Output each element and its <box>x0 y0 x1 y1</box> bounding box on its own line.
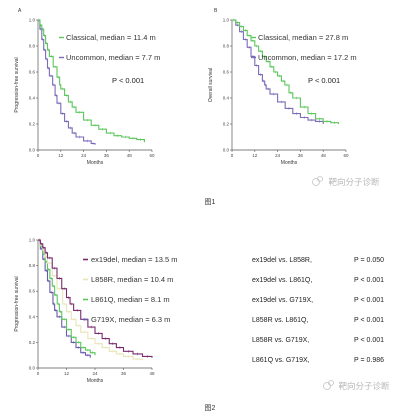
y-tick-label: 0.8 <box>223 44 230 49</box>
y-tick-label: 1.0 <box>223 18 230 23</box>
comparison-pair: ex19del vs. G719X, <box>252 297 313 304</box>
x-tick-label: 24 <box>92 371 98 376</box>
comparison-p-value: P = 0.986 <box>354 357 384 364</box>
x-tick-label: 36 <box>298 153 304 158</box>
p-value-label: P < 0.001 <box>112 76 144 85</box>
x-tick-label: 12 <box>58 153 64 158</box>
x-tick-label: 60 <box>343 153 349 158</box>
pairwise-comparison-list: ex19del vs. L858R, P = 0.050 ex19del vs. L… <box>252 257 384 364</box>
chart-panel-b: B 0 12 24 36 48 60 0.0 0.2 0.4 0.6 0.8 1.0 Months Over… <box>208 8 357 166</box>
figure1-caption: 图1 <box>205 198 216 206</box>
x-tick-label: 36 <box>121 371 127 376</box>
x-tick-label: 24 <box>81 153 87 158</box>
x-tick-label: 12 <box>64 371 70 376</box>
y-tick-label: 1.0 <box>29 18 36 23</box>
watermark-logo-icon <box>312 176 323 186</box>
x-tick-label: 36 <box>104 153 110 158</box>
survival-curve <box>38 239 153 358</box>
legend-entry: Classical, median = 27.8 m <box>258 33 348 42</box>
comparison-p-value: P = 0.050 <box>354 257 384 264</box>
x-tick-label: 0 <box>231 153 234 158</box>
panel-letter: A <box>18 8 22 14</box>
survival-curve <box>232 19 324 124</box>
y-tick-label: 1.0 <box>29 238 36 243</box>
panel-letter: B <box>214 8 218 14</box>
x-tick-label: 60 <box>149 153 155 158</box>
y-axis-title: Progression-free survival <box>14 57 20 112</box>
p-value-label: P < 0.001 <box>308 76 340 85</box>
y-tick-label: 0.8 <box>29 263 36 268</box>
y-tick-label: 0.0 <box>29 366 36 371</box>
x-axis-title: Months <box>281 160 298 166</box>
x-axis-title: Months <box>87 378 104 384</box>
survival-curve <box>38 239 91 358</box>
comparison-pair: L861Q vs. G719X, <box>252 357 310 364</box>
figure2-watermark: 靶向分子诊断 <box>338 381 390 391</box>
comparison-p-value: P < 0.001 <box>354 317 384 324</box>
y-tick-label: 0.0 <box>223 148 230 153</box>
comparison-pair: L858R vs. G719X, <box>252 337 309 344</box>
chart-panel-a: A 0 12 24 36 48 60 0.0 0.2 0.4 0.6 0.8 1.0 Months Prog… <box>14 8 160 166</box>
survival-curve <box>232 19 339 124</box>
x-tick-label: 0 <box>37 371 40 376</box>
legend-entry: Uncommon, median = 17.2 m <box>258 53 357 62</box>
legend-entry: ex19del, median = 13.5 m <box>91 255 178 264</box>
y-tick-label: 0.2 <box>29 340 36 345</box>
y-tick-label: 0.8 <box>29 44 36 49</box>
x-tick-label: 0 <box>37 153 40 158</box>
legend-entry: G719X, median = 6.3 m <box>91 315 170 324</box>
legend-entry: L861Q, median = 8.1 m <box>91 295 170 304</box>
legend-entry: Uncommon, median = 7.7 m <box>66 53 160 62</box>
comparison-pair: ex19del vs. L858R, <box>252 257 312 264</box>
y-tick-label: 0.2 <box>223 122 230 127</box>
legend-entry: L858R, median = 10.4 m <box>91 275 173 284</box>
y-tick-label: 0.6 <box>29 289 36 294</box>
y-axis-title: Progression-free survival <box>14 276 20 331</box>
comparison-pair: ex19del vs. L861Q, <box>252 277 312 284</box>
survival-curve <box>38 239 96 356</box>
survival-curve <box>38 19 96 145</box>
survival-curve <box>38 19 145 143</box>
y-tick-label: 0.6 <box>29 70 36 75</box>
x-axis-title: Months <box>87 160 104 166</box>
y-tick-label: 0.4 <box>29 314 36 319</box>
y-tick-label: 0.6 <box>223 70 230 75</box>
x-tick-label: 48 <box>127 153 133 158</box>
comparison-p-value: P < 0.001 <box>354 337 384 344</box>
figure1-watermark: 靶向分子诊断 <box>328 177 380 187</box>
figure2-caption: 图2 <box>205 404 216 412</box>
survival-curve <box>38 239 144 361</box>
x-tick-label: 12 <box>252 153 258 158</box>
x-tick-label: 24 <box>275 153 281 158</box>
y-axis-title: Overall survival <box>208 68 214 102</box>
chart-panel-c: 0 12 24 36 48 0.0 0.2 0.4 0.6 0.8 1.0 Months Progres… <box>14 238 178 385</box>
y-tick-label: 0.4 <box>29 96 36 101</box>
comparison-p-value: P < 0.001 <box>354 297 384 304</box>
watermark-logo-icon <box>323 380 334 390</box>
comparison-pair: L858R vs. L861Q, <box>252 317 308 324</box>
x-tick-label: 48 <box>149 371 155 376</box>
y-tick-label: 0.0 <box>29 148 36 153</box>
comparison-p-value: P < 0.001 <box>354 277 384 284</box>
y-tick-label: 0.4 <box>223 96 230 101</box>
x-tick-label: 48 <box>321 153 327 158</box>
y-tick-label: 0.2 <box>29 122 36 127</box>
legend-entry: Classical, median = 11.4 m <box>66 33 156 42</box>
